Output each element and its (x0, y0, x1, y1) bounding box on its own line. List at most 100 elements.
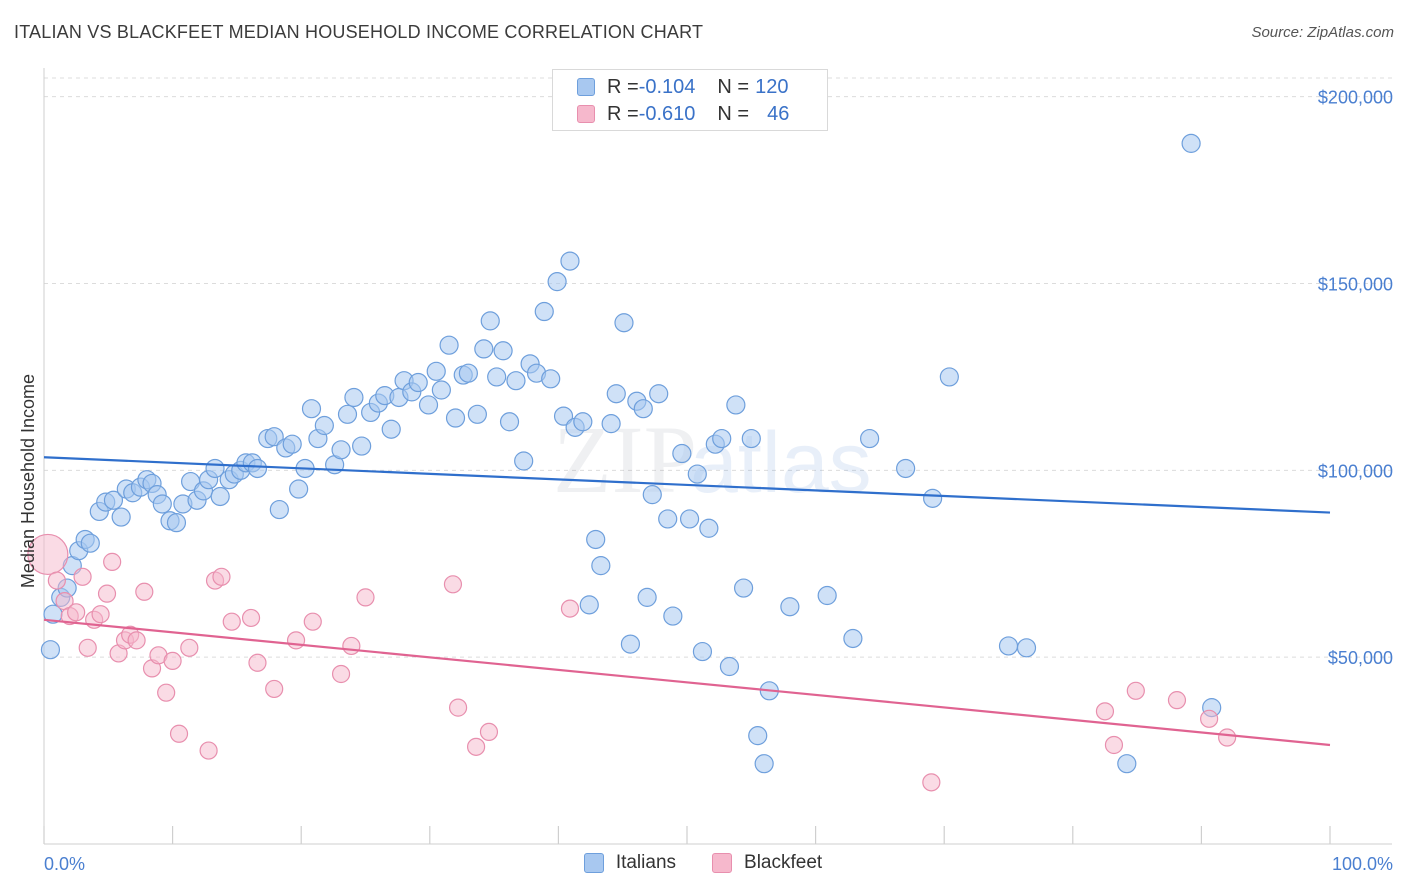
italians-point[interactable] (658, 509, 678, 529)
italians-point[interactable] (247, 458, 268, 479)
italians-point[interactable] (264, 427, 284, 447)
blackfeet-point[interactable] (73, 567, 92, 586)
italians-point[interactable] (553, 406, 574, 426)
blackfeet-point[interactable] (1095, 702, 1115, 721)
blackfeet-point[interactable] (303, 612, 322, 631)
blackfeet-point[interactable] (1200, 709, 1219, 728)
blackfeet-point[interactable] (286, 631, 306, 650)
italians-point[interactable] (748, 726, 768, 746)
blackfeet-point[interactable] (103, 552, 122, 571)
italians-point[interactable] (344, 387, 364, 408)
italians-point[interactable] (923, 488, 943, 508)
blackfeet-point[interactable] (97, 584, 117, 603)
blackfeet-point[interactable] (222, 612, 241, 631)
blackfeet-point[interactable] (241, 608, 261, 628)
italians-point[interactable] (111, 507, 131, 527)
italians-point[interactable] (506, 371, 526, 391)
italians-point[interactable] (534, 301, 554, 322)
italians-point[interactable] (499, 412, 520, 432)
blackfeet-point[interactable] (443, 575, 463, 594)
italians-point[interactable] (289, 479, 309, 499)
blackfeet-point[interactable] (248, 653, 267, 672)
italians-point[interactable] (741, 428, 761, 449)
italians-point[interactable] (40, 640, 61, 660)
italians-point[interactable] (467, 404, 487, 424)
blackfeet-point[interactable] (78, 638, 97, 657)
italians-point[interactable] (637, 587, 657, 607)
italians-point[interactable] (103, 490, 124, 510)
italians-point[interactable] (301, 399, 322, 419)
italians-point[interactable] (642, 485, 662, 505)
blackfeet-point[interactable] (331, 664, 351, 684)
italians-point[interactable] (431, 380, 451, 400)
italians-point[interactable] (493, 341, 513, 361)
blackfeet-point[interactable] (212, 567, 231, 586)
italians-point[interactable] (699, 518, 719, 538)
italians-point[interactable] (817, 585, 837, 606)
italians-point[interactable] (939, 367, 959, 387)
italians-point[interactable] (560, 251, 580, 271)
blackfeet-point[interactable] (1104, 735, 1124, 755)
blackfeet-point[interactable] (91, 605, 110, 624)
italians-point[interactable] (726, 395, 746, 415)
blackfeet-point[interactable] (180, 638, 199, 657)
blackfeet-point[interactable] (199, 741, 218, 760)
blackfeet-point[interactable] (1126, 681, 1145, 700)
italians-point[interactable] (687, 464, 707, 484)
blackfeet-point[interactable] (479, 722, 499, 742)
italians-point[interactable] (586, 529, 606, 550)
italians-point[interactable] (614, 313, 634, 333)
italians-point[interactable] (541, 369, 561, 389)
italians-point[interactable] (663, 606, 683, 626)
italians-point[interactable] (679, 509, 700, 529)
italians-point[interactable] (408, 372, 428, 393)
italians-point[interactable] (719, 656, 740, 677)
italians-point[interactable] (896, 458, 916, 479)
blackfeet-point[interactable] (27, 533, 69, 576)
italians-point[interactable] (579, 595, 599, 615)
italians-point[interactable] (649, 384, 669, 404)
italians-point[interactable] (754, 754, 774, 774)
blackfeet-point[interactable] (135, 582, 154, 601)
blackfeet-point[interactable] (1218, 728, 1237, 747)
blackfeet-point[interactable] (466, 737, 486, 756)
italians-point[interactable] (337, 404, 358, 424)
italians-point[interactable] (733, 578, 754, 598)
blackfeet-point[interactable] (448, 698, 468, 717)
italians-point[interactable] (601, 414, 621, 434)
italians-point[interactable] (633, 399, 653, 419)
italians-point[interactable] (269, 499, 289, 520)
italians-point[interactable] (712, 428, 732, 449)
italians-point[interactable] (547, 272, 567, 292)
series-legend-italians[interactable]: Italians (583, 852, 676, 874)
italians-point[interactable] (210, 486, 230, 507)
italians-point[interactable] (591, 556, 611, 576)
blackfeet-point[interactable] (157, 683, 176, 702)
italians-point[interactable] (573, 412, 593, 432)
italians-point[interactable] (860, 428, 880, 449)
blackfeet-point[interactable] (342, 636, 361, 656)
italians-point[interactable] (314, 415, 334, 436)
blackfeet-point[interactable] (356, 588, 375, 607)
italians-point[interactable] (692, 641, 713, 662)
italians-point[interactable] (1016, 638, 1037, 658)
italians-point[interactable] (620, 634, 641, 654)
blackfeet-point[interactable] (163, 651, 182, 671)
italians-point[interactable] (843, 628, 863, 649)
italians-point[interactable] (606, 384, 626, 404)
italians-point[interactable] (514, 451, 534, 471)
blackfeet-point[interactable] (127, 631, 146, 650)
italians-point[interactable] (998, 636, 1019, 656)
blackfeet-point[interactable] (47, 571, 66, 590)
italians-point[interactable] (166, 513, 187, 533)
italians-point[interactable] (426, 361, 446, 381)
italians-point[interactable] (480, 311, 500, 331)
italians-point[interactable] (1181, 133, 1201, 153)
italians-point[interactable] (445, 408, 466, 428)
blackfeet-point[interactable] (265, 679, 284, 699)
blackfeet-point[interactable] (922, 773, 941, 792)
blackfeet-point[interactable] (1167, 691, 1187, 710)
series-legend-blackfeet[interactable]: Blackfeet (712, 852, 822, 874)
italians-point[interactable] (381, 419, 401, 439)
italians-point[interactable] (352, 436, 372, 456)
